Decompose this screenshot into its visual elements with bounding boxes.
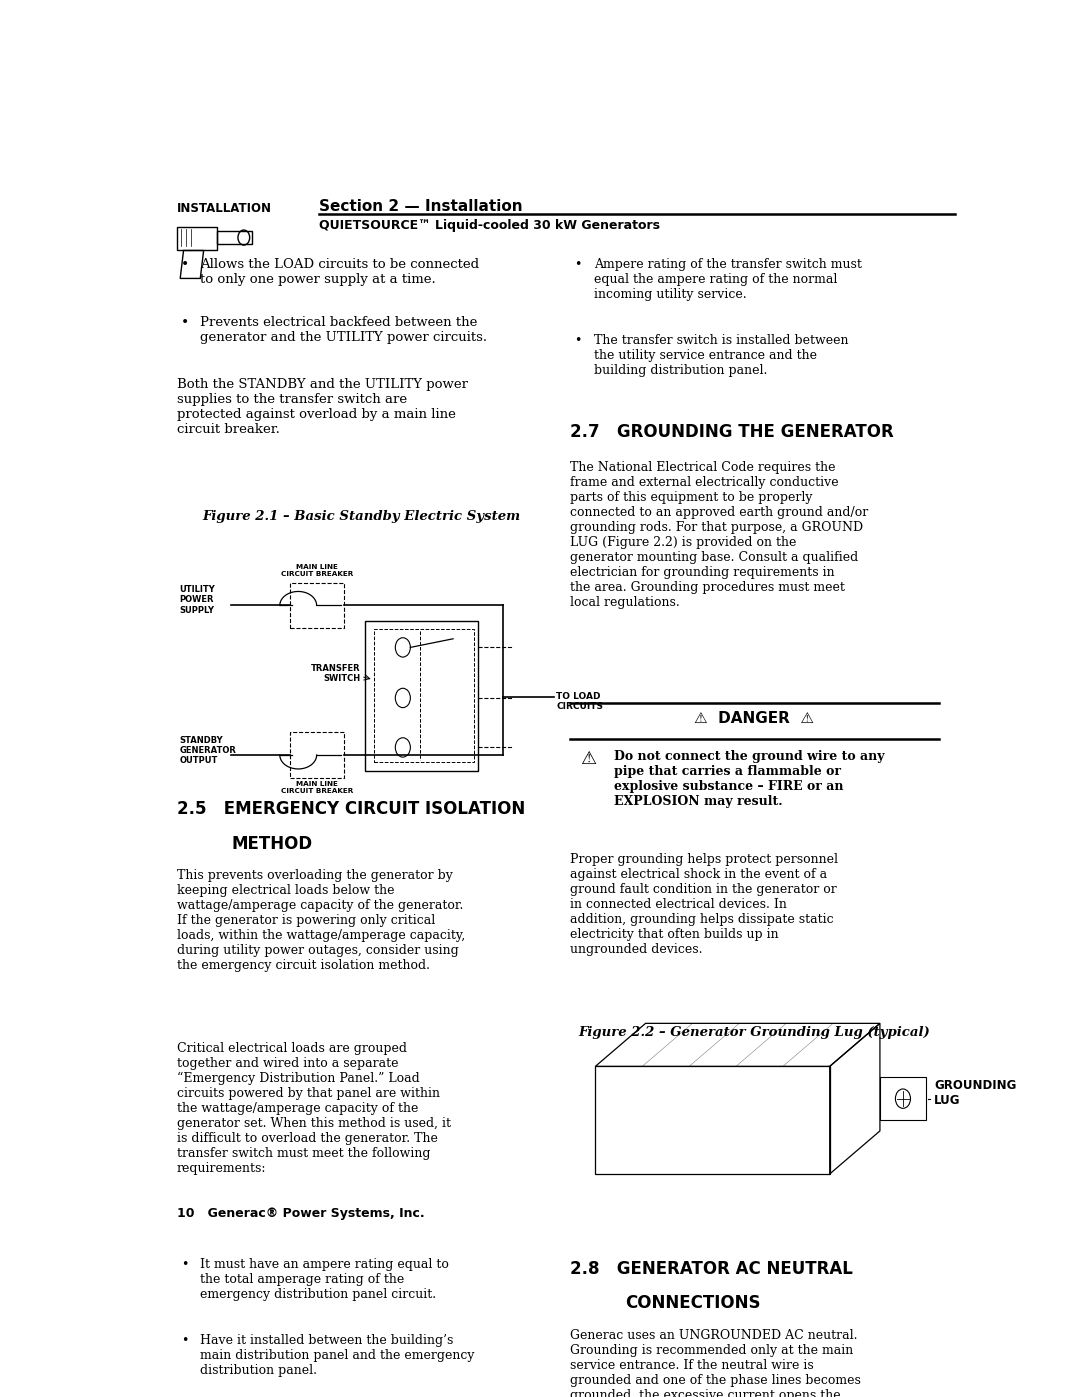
Text: •: • [575,334,582,346]
Text: The National Electrical Code requires the
frame and external electrically conduc: The National Electrical Code requires th… [570,461,868,609]
Text: ⚠  DANGER  ⚠: ⚠ DANGER ⚠ [694,711,814,726]
Bar [289,732,345,778]
Text: MAIN LINE
CIRCUIT BREAKER: MAIN LINE CIRCUIT BREAKER [281,564,353,577]
Text: Both the STANDBY and the UTILITY power
supplies to the transfer switch are
prote: Both the STANDBY and the UTILITY power s… [177,379,468,436]
Text: •: • [181,1259,188,1271]
Text: CONNECTIONS: CONNECTIONS [624,1295,760,1312]
Text: The transfer switch is installed between
the utility service entrance and the
bu: The transfer switch is installed between… [594,334,848,377]
Text: Critical electrical loads are grouped
together and wired into a separate
“Emerge: Critical electrical loads are grouped to… [177,1042,450,1175]
Text: 2.7   GROUNDING THE GENERATOR: 2.7 GROUNDING THE GENERATOR [570,422,894,440]
Text: Allows the LOAD circuits to be connected
to only one power supply at a time.: Allows the LOAD circuits to be connected… [200,258,480,286]
Text: UTILITY
POWER
SUPPLY: UTILITY POWER SUPPLY [179,585,215,615]
Text: •: • [181,1334,188,1347]
Text: 10   Generac® Power Systems, Inc.: 10 Generac® Power Systems, Inc. [177,1207,424,1220]
Text: METHOD: METHOD [231,834,312,852]
Text: Do not connect the ground wire to any
pipe that carries a flammable or
explosive: Do not connect the ground wire to any pi… [613,750,885,807]
Text: Generac uses an UNGROUNDED AC neutral.
Grounding is recommended only at the main: Generac uses an UNGROUNDED AC neutral. G… [570,1329,861,1397]
Text: •: • [181,316,189,330]
Text: It must have an ampere rating equal to
the total amperage rating of the
emergenc: It must have an ampere rating equal to t… [200,1259,449,1302]
Text: Have it installed between the building’s
main distribution panel and the emergen: Have it installed between the building’s… [200,1334,475,1377]
Text: STANDBY
GENERATOR
OUTPUT: STANDBY GENERATOR OUTPUT [179,736,237,766]
Text: Section 2 — Installation: Section 2 — Installation [320,198,523,214]
Text: •: • [181,258,189,272]
Bar [880,1077,926,1120]
Bar [289,583,345,629]
Text: GROUNDING
LUG: GROUNDING LUG [934,1080,1016,1108]
Text: This prevents overloading the generator by
keeping electrical loads below the
wa: This prevents overloading the generator … [177,869,465,972]
Text: INSTALLATION: INSTALLATION [177,203,272,215]
Text: MAIN LINE
CIRCUIT BREAKER: MAIN LINE CIRCUIT BREAKER [281,781,353,793]
Text: Proper grounding helps protect personnel
against electrical shock in the event o: Proper grounding helps protect personnel… [570,852,838,956]
Text: ⚠: ⚠ [580,750,596,767]
Text: •: • [575,258,582,271]
Text: 2.5   EMERGENCY CIRCUIT ISOLATION: 2.5 EMERGENCY CIRCUIT ISOLATION [177,800,525,819]
Text: Figure 2.2 – Generator Grounding Lug (typical): Figure 2.2 – Generator Grounding Lug (ty… [579,1025,930,1038]
Bar [365,620,478,771]
Text: Figure 2.1 – Basic Standby Electric System: Figure 2.1 – Basic Standby Electric Syst… [202,510,521,522]
Text: 2.8   GENERATOR AC NEUTRAL: 2.8 GENERATOR AC NEUTRAL [570,1260,853,1278]
Text: TRANSFER
SWITCH: TRANSFER SWITCH [311,664,361,683]
Text: Ampere rating of the transfer switch must
equal the ampere rating of the normal
: Ampere rating of the transfer switch mus… [594,258,862,300]
Bar [374,629,474,763]
Text: QUIETSOURCE™ Liquid-cooled 30 kW Generators: QUIETSOURCE™ Liquid-cooled 30 kW Generat… [320,219,660,232]
Text: Prevents electrical backfeed between the
generator and the UTILITY power circuit: Prevents electrical backfeed between the… [200,316,487,344]
Text: TO LOAD
CIRCUITS: TO LOAD CIRCUITS [556,692,603,711]
